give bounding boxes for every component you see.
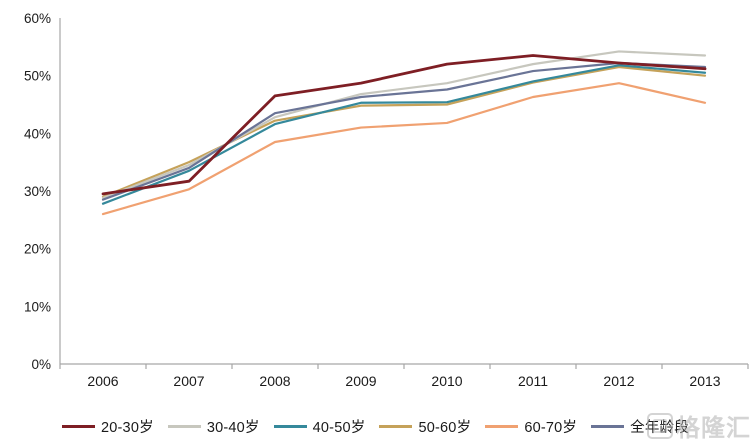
y-tick-label: 20% — [24, 242, 51, 257]
y-tick-label: 10% — [24, 299, 51, 314]
x-tick-label: 2008 — [259, 373, 290, 389]
legend-swatch-30-40 — [167, 425, 201, 428]
legend-swatch-40-50 — [273, 425, 307, 428]
legend-item-all-ages: 全年龄段 — [591, 416, 689, 437]
x-tick-label: 2006 — [87, 373, 118, 389]
legend-label-50-60: 50-60岁 — [418, 420, 472, 436]
y-tick-label: 30% — [24, 184, 51, 199]
y-tick-label: 40% — [24, 126, 51, 141]
legend-item-20-30: 20-30岁 — [62, 416, 154, 437]
legend-label-all-ages: 全年龄段 — [630, 420, 689, 436]
legend-swatch-20-30 — [62, 425, 95, 428]
legend-item-50-60: 50-60岁 — [379, 416, 471, 437]
legend-item-40-50: 40-50岁 — [273, 416, 366, 437]
y-tick-label: 50% — [24, 69, 51, 84]
x-tick-label: 2010 — [431, 373, 462, 389]
x-tick-label: 2011 — [518, 373, 548, 389]
series-line-60-70岁 — [101, 82, 707, 216]
x-tick-label: 2007 — [173, 373, 204, 389]
y-tick-label: 0% — [31, 357, 51, 372]
legend-item-30-40: 30-40岁 — [167, 416, 260, 437]
x-tick-label: 2013 — [689, 373, 720, 389]
series-line-50-60岁 — [101, 65, 707, 198]
legend-label-60-70: 60-70岁 — [524, 420, 578, 436]
series-line-40-50岁 — [101, 64, 707, 205]
legend-item-60-70: 60-70岁 — [485, 416, 577, 437]
legend-swatch-50-60 — [379, 425, 413, 428]
legend-label-20-30: 20-30岁 — [101, 420, 154, 436]
legend-label-30-40: 30-40岁 — [206, 420, 260, 436]
y-tick-label: 60% — [24, 11, 51, 26]
chart-legend: 20-30岁 30-40岁 40-50岁 50-60岁 60-70岁 全年龄段 — [0, 416, 753, 437]
x-tick-label: 2012 — [603, 373, 634, 389]
legend-label-40-50: 40-50岁 — [312, 420, 366, 436]
legend-swatch-60-70 — [485, 425, 519, 428]
x-tick-label: 2009 — [345, 373, 376, 389]
series-line-20-30岁 — [101, 54, 707, 196]
series-line-全年龄段 — [101, 61, 707, 201]
line-chart: 0% 10% 20% 30% 40% 50% 60% 2006 2007 2008 2009 2010… — [24, 11, 749, 389]
legend-swatch-all-ages — [591, 425, 625, 428]
series-line-30-40岁 — [101, 50, 707, 200]
